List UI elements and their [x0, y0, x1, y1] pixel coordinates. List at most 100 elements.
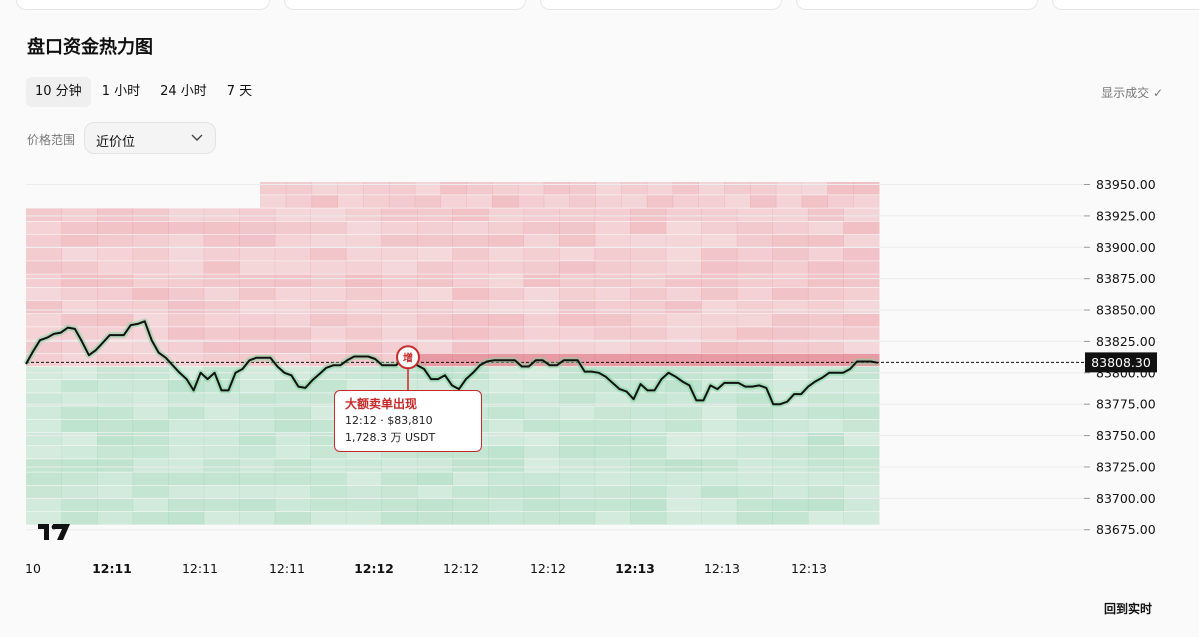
ask-liquidity-cell — [698, 195, 725, 208]
back-to-live-button[interactable]: 回到实时 — [1103, 602, 1152, 616]
ask-liquidity-cell — [492, 195, 519, 208]
bid-liquidity-cell — [630, 446, 667, 459]
ask-liquidity-cell — [452, 287, 489, 301]
ask-liquidity-cell — [630, 208, 667, 221]
ask-liquidity-cell — [488, 287, 525, 301]
bid-liquidity-cell — [843, 472, 880, 485]
ask-liquidity-cell — [594, 287, 631, 301]
ask-liquidity-cell — [61, 300, 98, 314]
ask-liquidity-cell — [452, 208, 489, 221]
ask-liquidity-cell — [310, 261, 347, 274]
ask-liquidity-cell — [274, 353, 311, 367]
ask-liquidity-cell — [239, 314, 276, 327]
ask-liquidity-cell — [517, 182, 545, 195]
ask-liquidity-cell — [168, 340, 205, 353]
ask-liquidity-cell — [827, 195, 854, 208]
bid-liquidity-cell — [843, 432, 880, 446]
bid-liquidity-cell — [345, 512, 382, 525]
ask-liquidity-cell — [594, 248, 631, 261]
tab-24-hour[interactable]: 24 小时 — [160, 84, 207, 99]
bid-liquidity-cell — [772, 406, 809, 419]
bid-liquidity-cell — [416, 485, 453, 499]
ask-liquidity-cell — [630, 314, 667, 327]
ask-liquidity-cell — [203, 340, 240, 353]
ask-liquidity-cell — [381, 287, 418, 301]
ask-liquidity-cell — [388, 195, 416, 208]
show-trades-toggle[interactable]: 显示成交 ✓ — [1101, 86, 1163, 100]
tab-10-min[interactable]: 10 分钟 — [26, 77, 91, 107]
bid-liquidity-cell — [203, 498, 240, 512]
ask-liquidity-cell — [736, 261, 773, 274]
ask-liquidity-cell — [132, 287, 169, 301]
top-stat-card — [284, 0, 526, 10]
bid-liquidity-cell — [26, 406, 63, 419]
bid-liquidity-cell — [523, 512, 560, 525]
bid-liquidity-cell — [772, 472, 809, 485]
bid-liquidity-cell — [61, 380, 98, 393]
tab-1-hour[interactable]: 1 小时 — [101, 84, 141, 99]
bid-liquidity-cell — [701, 432, 738, 446]
bid-liquidity-cell — [203, 512, 240, 525]
ask-liquidity-cell — [203, 287, 240, 301]
ask-liquidity-cell — [559, 234, 596, 248]
ask-liquidity-cell — [416, 248, 453, 261]
bid-liquidity-cell — [310, 459, 347, 472]
ask-liquidity-cell — [736, 314, 773, 327]
bid-liquidity-cell — [736, 498, 773, 512]
bid-liquidity-cell — [61, 419, 98, 433]
price-range-label: 价格范围 — [27, 133, 76, 147]
bid-liquidity-cell — [488, 446, 525, 459]
ask-liquidity-cell — [630, 221, 667, 235]
ask-liquidity-cell — [523, 234, 560, 248]
ask-liquidity-cell — [772, 221, 809, 235]
ask-liquidity-cell — [363, 182, 390, 195]
ask-liquidity-cell — [665, 287, 702, 301]
ask-liquidity-cell — [736, 234, 773, 248]
ask-liquidity-cell — [488, 261, 525, 274]
ask-liquidity-cell — [61, 248, 98, 261]
ask-liquidity-cell — [168, 248, 205, 261]
bid-liquidity-cell — [381, 459, 418, 472]
bid-liquidity-cell — [132, 459, 169, 472]
bid-liquidity-cell — [274, 472, 311, 485]
bid-liquidity-cell — [274, 446, 311, 459]
bid-liquidity-cell — [665, 432, 702, 446]
bid-liquidity-cell — [452, 485, 489, 499]
bid-liquidity-cell — [97, 393, 134, 406]
ask-liquidity-cell — [452, 327, 489, 340]
ask-liquidity-cell — [97, 300, 134, 314]
bid-liquidity-cell — [97, 485, 134, 499]
ask-liquidity-cell — [310, 234, 347, 248]
tab-7-day[interactable]: 7 天 — [226, 84, 253, 99]
ask-liquidity-cell — [630, 287, 667, 301]
bid-liquidity-cell — [61, 512, 98, 525]
ask-liquidity-cell — [843, 340, 880, 353]
ask-liquidity-cell — [203, 300, 240, 314]
ask-liquidity-cell — [594, 221, 631, 235]
bid-liquidity-cell — [203, 419, 240, 433]
bid-liquidity-cell — [665, 446, 702, 459]
bid-liquidity-cell — [701, 419, 738, 433]
ask-liquidity-cell — [239, 208, 276, 221]
ask-liquidity-cell — [523, 314, 560, 327]
bid-liquidity-cell — [594, 472, 631, 485]
ask-liquidity-cell — [239, 248, 276, 261]
ask-liquidity-cell — [381, 248, 418, 261]
bid-liquidity-cell — [26, 432, 63, 446]
ask-liquidity-cell — [132, 248, 169, 261]
bid-liquidity-cell — [736, 459, 773, 472]
bid-liquidity-cell — [665, 419, 702, 433]
bid-liquidity-cell — [807, 459, 844, 472]
ask-liquidity-cell — [559, 340, 596, 353]
bid-liquidity-cell — [97, 498, 134, 512]
ask-liquidity-cell — [736, 327, 773, 340]
ask-liquidity-cell — [61, 208, 98, 221]
ask-liquidity-cell — [775, 182, 803, 195]
bid-liquidity-cell — [132, 485, 169, 499]
ask-liquidity-cell — [381, 261, 418, 274]
ask-liquidity-cell — [26, 353, 63, 367]
price-range-select[interactable]: 近价位 — [84, 122, 216, 154]
ask-liquidity-cell — [559, 287, 596, 301]
ask-liquidity-cell — [843, 261, 880, 274]
ask-liquidity-cell — [775, 195, 803, 208]
